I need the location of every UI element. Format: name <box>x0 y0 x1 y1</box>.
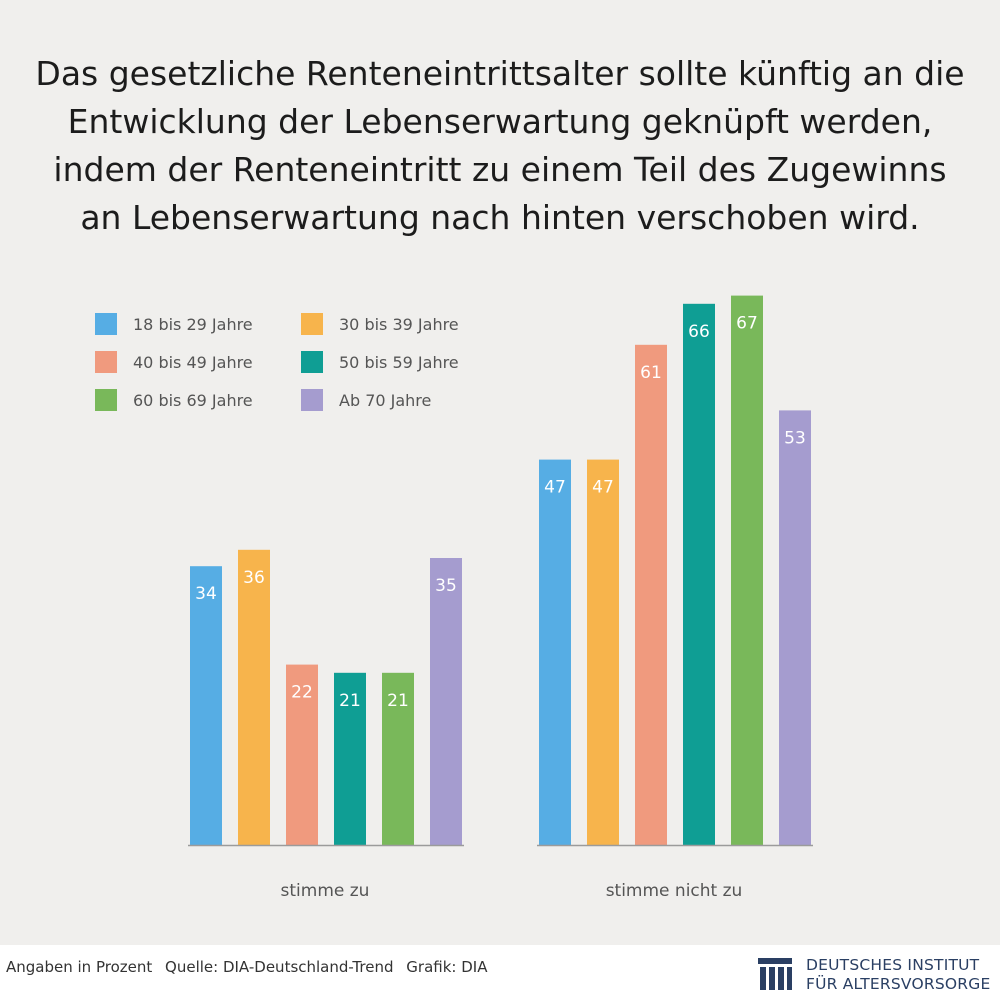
dia-logo-icon <box>758 958 792 990</box>
bar <box>587 459 619 845</box>
legend-item-30-39: 30 bis 39 Jahre <box>301 313 459 335</box>
data-label: 47 <box>592 478 614 498</box>
bar <box>683 303 715 845</box>
data-label: 47 <box>544 478 566 498</box>
data-label: 67 <box>736 314 758 334</box>
graphic-credit: Grafik: DIA <box>406 958 488 976</box>
bar <box>430 558 462 845</box>
data-label: 61 <box>640 363 662 383</box>
title-line: indem der Renteneintritt zu einem Teil d… <box>53 150 947 189</box>
logo-line1: DEUTSCHES INSTITUT <box>806 956 980 974</box>
legend-swatch <box>95 351 117 373</box>
category-label: stimme zu <box>281 881 370 901</box>
legend-swatch <box>301 351 323 373</box>
dia-logo: DEUTSCHES INSTITUT FÜR ALTERSVORSORGE <box>758 954 998 994</box>
data-label: 53 <box>784 428 806 448</box>
bar <box>382 672 414 845</box>
unit-note: Angaben in Prozent <box>6 958 153 976</box>
legend-swatch <box>95 389 117 411</box>
data-label: 34 <box>195 584 217 604</box>
bar <box>286 664 318 845</box>
data-label: 22 <box>291 683 313 703</box>
category-label: stimme nicht zu <box>606 881 743 901</box>
title-line: Das gesetzliche Renteneintrittsalter sol… <box>35 54 965 93</box>
legend-label: 60 bis 69 Jahre <box>133 390 253 410</box>
bar <box>539 459 571 845</box>
logo-line2: FÜR ALTERSVORSORGE <box>806 975 991 993</box>
footer-note: Angaben in Prozent Quelle: DIA-Deutschla… <box>6 958 495 976</box>
legend-swatch <box>301 313 323 335</box>
bar <box>334 672 366 845</box>
bar <box>635 344 667 845</box>
bar <box>238 549 270 845</box>
bar <box>190 566 222 845</box>
legend-item-50-59: 50 bis 59 Jahre <box>301 351 459 373</box>
legend-item-40-49: 40 bis 49 Jahre <box>95 351 253 373</box>
bar <box>779 410 811 845</box>
legend-label: 18 bis 29 Jahre <box>133 314 253 334</box>
legend-label: 30 bis 39 Jahre <box>339 314 459 334</box>
bar-chart: 34 36 22 21 21 35 stimme zu 47 47 61 66 67 53 stimme … <box>188 295 813 901</box>
legend-swatch <box>95 313 117 335</box>
legend-label: Ab 70 Jahre <box>339 390 432 410</box>
legend-swatch <box>301 389 323 411</box>
source-note: Quelle: DIA-Deutschland-Trend <box>165 958 394 976</box>
data-label: 36 <box>243 568 265 588</box>
bar <box>731 295 763 846</box>
legend-item-18-29: 18 bis 29 Jahre <box>95 313 253 335</box>
data-label: 35 <box>435 576 457 596</box>
data-label: 21 <box>339 691 361 711</box>
title-line: an Lebenserwartung nach hinten verschobe… <box>80 198 920 237</box>
legend-label: 50 bis 59 Jahre <box>339 352 459 372</box>
legend-item-ab-70: Ab 70 Jahre <box>301 389 431 411</box>
legend-item-60-69: 60 bis 69 Jahre <box>95 389 253 411</box>
data-label: 21 <box>387 691 409 711</box>
title-line: Entwicklung der Lebenserwartung geknüpft… <box>67 102 933 141</box>
data-label: 66 <box>688 322 710 342</box>
logo-text: DEUTSCHES INSTITUT FÜR ALTERSVORSORGE <box>806 956 990 994</box>
chart-panel: Das gesetzliche Renteneintrittsalter sol… <box>0 0 1000 945</box>
legend-label: 40 bis 49 Jahre <box>133 352 253 372</box>
chart-title: Das gesetzliche Renteneintrittsalter sol… <box>20 50 980 242</box>
